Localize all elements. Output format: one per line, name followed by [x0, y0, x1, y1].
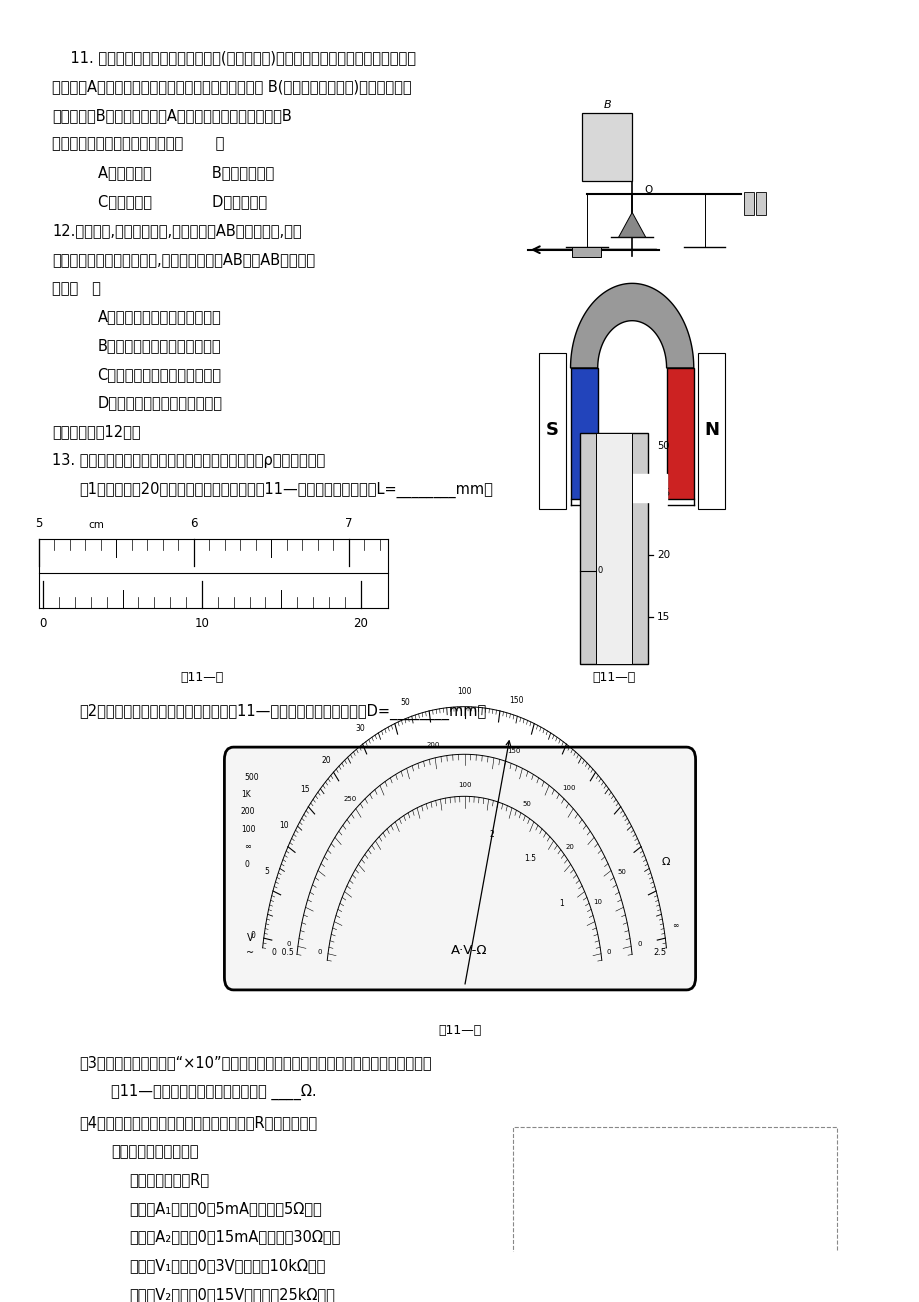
Text: 2: 2 — [489, 831, 494, 838]
Text: 150: 150 — [509, 695, 523, 704]
Text: 15: 15 — [656, 612, 670, 622]
Text: 电流表A₁（量程0～5mA，内阻兰5Ω）；: 电流表A₁（量程0～5mA，内阻兰5Ω）； — [130, 1200, 322, 1216]
Text: 二、填空（共12分）: 二、填空（共12分） — [52, 424, 141, 439]
Text: 1.5: 1.5 — [524, 854, 536, 863]
Text: 100: 100 — [458, 783, 471, 788]
Text: ∞: ∞ — [244, 842, 251, 852]
Bar — [579, 434, 647, 664]
Bar — [572, 247, 601, 258]
Text: 7: 7 — [345, 517, 352, 530]
FancyBboxPatch shape — [224, 747, 695, 990]
Text: 及其代号和规格如下：: 及其代号和规格如下： — [111, 1143, 199, 1159]
Text: 30: 30 — [355, 724, 365, 733]
Text: 天平平衡给B通电后，在铁块A被吸起离开天平盘但未碰到B: 天平平衡给B通电后，在铁块A被吸起离开天平盘但未碰到B — [52, 108, 291, 122]
Text: 2.5: 2.5 — [652, 948, 666, 957]
Text: 0: 0 — [250, 931, 255, 940]
Text: 图11—丙: 图11—丙 — [437, 1025, 482, 1038]
Text: 20: 20 — [321, 756, 331, 764]
Text: （2）用螺旋测微器测量其直径如右上图11—乙所示，由图可知其直径D=________mm；: （2）用螺旋测微器测量其直径如右上图11—乙所示，由图可知其直径D=______… — [79, 704, 486, 720]
Text: 电压表V₂（量程0～15V，内阻兰25kΩ）；: 电压表V₂（量程0～15V，内阻兰25kΩ）； — [130, 1286, 335, 1302]
Text: 放一铁块A；其上方不远处有一固定在支架上的电磁铁 B(支架也放在左盘上)。未通电时，: 放一铁块A；其上方不远处有一固定在支架上的电磁铁 B(支架也放在左盘上)。未通电… — [52, 79, 412, 94]
Text: D、逆时针转动，同时向上运动: D、逆时针转动，同时向上运动 — [97, 396, 222, 410]
Text: 的上升过程中，天平的状态为：（       ）: 的上升过程中，天平的状态为：（ ） — [52, 137, 224, 151]
Bar — [698, 353, 725, 509]
Text: 待测圆柱体电阵R；: 待测圆柱体电阵R； — [130, 1172, 210, 1187]
Text: ∞: ∞ — [671, 921, 677, 930]
Bar — [755, 193, 766, 215]
Text: S: S — [545, 422, 559, 439]
Text: 10: 10 — [593, 898, 601, 905]
Text: 0: 0 — [317, 949, 322, 954]
Text: A、右盘下降             B、仍保持平衡: A、右盘下降 B、仍保持平衡 — [97, 165, 274, 180]
Polygon shape — [570, 368, 597, 499]
Text: A、逆时针转动，同时向下运动: A、逆时针转动，同时向下运动 — [97, 310, 221, 324]
Text: N: N — [704, 422, 719, 439]
Text: 25: 25 — [656, 487, 670, 497]
Text: 11. 一台用非铁磁性物质制成的天平(包括天平盘)，可认为它不受磁力影响。左盘中央: 11. 一台用非铁磁性物质制成的天平(包括天平盘)，可认为它不受磁力影响。左盘中… — [52, 51, 415, 65]
Text: 5: 5 — [35, 517, 42, 530]
Text: 100: 100 — [562, 785, 575, 792]
Text: 0: 0 — [597, 566, 602, 575]
Text: B: B — [603, 100, 611, 111]
Bar — [596, 434, 631, 664]
Text: 12.如图所示,蹄形磁铁固定,通电直导线AB可自由运动,当导: 12.如图所示,蹄形磁铁固定,通电直导线AB可自由运动,当导 — [52, 224, 301, 238]
Text: cm: cm — [88, 519, 104, 530]
Text: 0: 0 — [287, 941, 290, 948]
Text: 50: 50 — [400, 698, 410, 707]
Text: 13. 同学要测量一均匀新材料制成的圆柱体的电阵率ρ，步骤如下：: 13. 同学要测量一均匀新材料制成的圆柱体的电阵率ρ，步骤如下： — [52, 453, 325, 467]
Text: ~: ~ — [245, 948, 254, 957]
Polygon shape — [570, 284, 693, 368]
Text: 1: 1 — [559, 900, 563, 909]
Text: 100: 100 — [241, 824, 255, 833]
Text: 电流表A₂（量程0～15mA，内阻兰30Ω）；: 电流表A₂（量程0～15mA，内阻兰30Ω）； — [130, 1229, 340, 1245]
Text: 图11—丙所示，则该电阵的阻値约为 ____Ω.: 图11—丙所示，则该电阵的阻値约为 ____Ω. — [111, 1083, 316, 1100]
Bar — [582, 113, 631, 181]
Text: O: O — [643, 185, 652, 195]
Text: 50: 50 — [656, 441, 669, 450]
Text: 150: 150 — [506, 749, 520, 754]
Text: 6: 6 — [189, 517, 198, 530]
Text: 计）（   ）: 计）（ ） — [52, 281, 101, 296]
Text: 0: 0 — [244, 859, 249, 868]
Text: Ω: Ω — [661, 857, 669, 867]
Text: （3）用多用电表的电阵“×10”挡，按正确的操作步骤测此圆柱体的电阵，表盘示数如: （3）用多用电表的电阵“×10”挡，按正确的操作步骤测此圆柱体的电阵，表盘示数如 — [79, 1055, 432, 1070]
Text: 100: 100 — [457, 686, 471, 695]
Text: 0: 0 — [607, 949, 611, 954]
Text: 50: 50 — [522, 801, 530, 807]
Text: A·V-Ω: A·V-Ω — [450, 944, 487, 957]
Text: 200: 200 — [426, 742, 440, 749]
Text: 电压表V₁（量程0～3V，内阻兰10kΩ）；: 电压表V₁（量程0～3V，内阻兰10kΩ）； — [130, 1258, 325, 1273]
Text: B、顺时针转动，同时向下运动: B、顺时针转动，同时向下运动 — [97, 339, 221, 353]
Text: 20: 20 — [656, 549, 669, 560]
Bar — [512, 1128, 836, 1302]
Text: 0: 0 — [40, 617, 47, 630]
Text: 250: 250 — [343, 796, 356, 802]
Text: 0  0.5: 0 0.5 — [271, 948, 293, 957]
Text: 0: 0 — [637, 941, 641, 948]
Polygon shape — [666, 368, 693, 499]
Text: 10: 10 — [279, 822, 289, 831]
Text: C、左盘下降             D、无法判断: C、左盘下降 D、无法判断 — [97, 194, 267, 208]
Text: 200: 200 — [241, 807, 255, 816]
Text: 20: 20 — [353, 617, 368, 630]
Text: 20: 20 — [565, 844, 574, 850]
Text: （4）该同学想用伏安法更精确地测量其电阵R，现有的器材: （4）该同学想用伏安法更精确地测量其电阵R，现有的器材 — [79, 1115, 317, 1130]
Text: （1）用游标为20分度的卡尺测量其长度如图11—甲，由图可知其长度L=________mm；: （1）用游标为20分度的卡尺测量其长度如图11—甲，由图可知其长度L=_____… — [79, 482, 493, 497]
Text: V: V — [246, 932, 253, 943]
Text: 500: 500 — [244, 772, 258, 781]
Text: 1K: 1K — [241, 790, 250, 799]
Text: 图11—甲: 图11—甲 — [180, 671, 223, 684]
Polygon shape — [597, 474, 666, 503]
Text: C、顺时针转动，同时向上运动: C、顺时针转动，同时向上运动 — [97, 367, 221, 381]
Text: 5: 5 — [264, 867, 268, 876]
Text: 图11—乙: 图11—乙 — [592, 671, 635, 684]
Polygon shape — [618, 212, 645, 237]
Text: 50: 50 — [617, 868, 626, 875]
Text: 15: 15 — [300, 785, 309, 793]
Text: 10: 10 — [194, 617, 210, 630]
Bar — [743, 193, 753, 215]
Text: 线中通以图示方向的电流时,俧视导体，导体AB将（AB的重力不: 线中通以图示方向的电流时,俧视导体，导体AB将（AB的重力不 — [52, 253, 315, 267]
Bar — [539, 353, 565, 509]
